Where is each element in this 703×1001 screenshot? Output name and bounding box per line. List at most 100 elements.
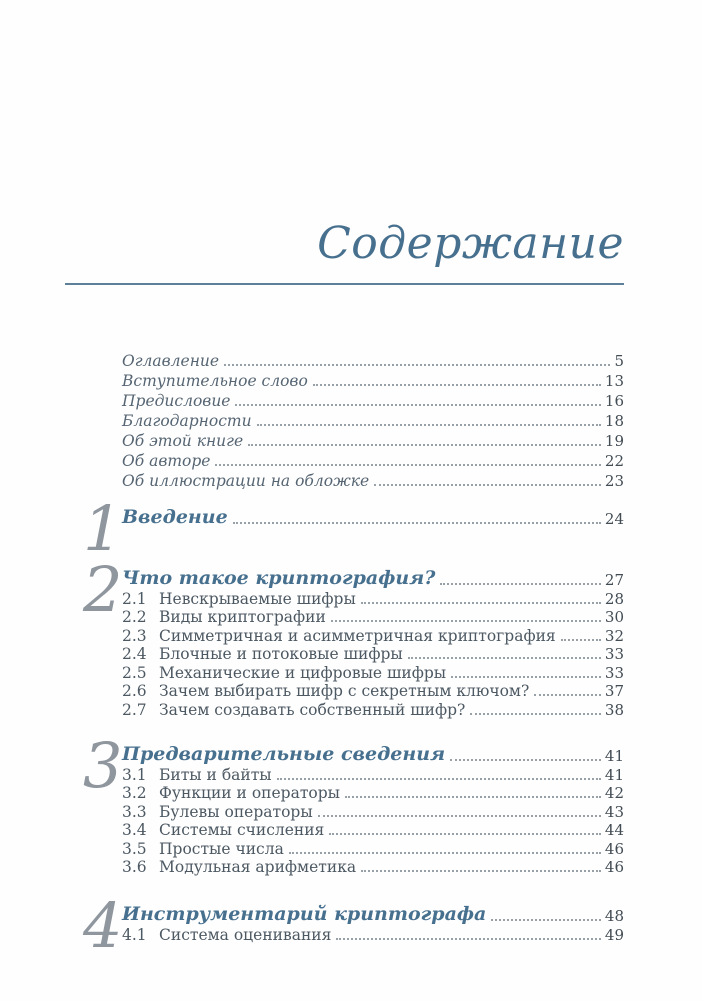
toc-entry-label: Вступительное слово: [122, 372, 308, 390]
dot-leader: [361, 870, 601, 872]
page-number: 37: [604, 682, 624, 700]
dot-leader: [317, 814, 601, 817]
chapter-title: Инструментарий криптографа: [122, 903, 487, 925]
toc-entry: Об этой книге 19: [122, 430, 624, 450]
dot-leader: [560, 638, 601, 641]
page-number: 41: [604, 747, 624, 765]
chapter-entry: 1 Введение 24: [65, 498, 624, 560]
dot-leader: [440, 583, 601, 585]
page-number: 22: [604, 452, 624, 470]
dot-leader: [224, 364, 611, 366]
title-rule: [65, 283, 624, 285]
section-row: 2.5 Механические и цифровые шифры 33: [122, 663, 624, 682]
page-number: 16: [604, 392, 624, 410]
dot-leader: [232, 522, 601, 524]
section-row: 2.3 Симметричная и асимметричная криптог…: [122, 626, 624, 645]
chapter-title: Что такое криптография?: [122, 567, 436, 589]
section-row: 3.1 Биты и байты 41: [122, 765, 624, 784]
section-label: Система оценивания: [159, 925, 332, 944]
section-number: 2.7: [122, 700, 147, 719]
dot-leader: [360, 601, 601, 604]
toc-entry: Об иллюстрации на обложке 23: [122, 470, 624, 490]
toc-entry: Оглавление 5: [122, 350, 624, 370]
dot-leader: [276, 777, 601, 780]
chapter-number: 2: [83, 553, 123, 626]
dot-leader: [374, 484, 601, 486]
toc-entry: Предисловие 16: [122, 390, 624, 410]
section-label: Блочные и потоковые шифры: [159, 645, 403, 663]
section-label: Невскрываемые шифры: [159, 589, 356, 608]
page-number: 5: [614, 352, 624, 370]
page-number: 44: [604, 821, 624, 839]
section-number: 4.1: [122, 925, 147, 944]
section-row: 3.3 Булевы операторы 43: [122, 802, 624, 821]
page-number: 33: [604, 663, 624, 682]
section-number: 2.3: [122, 626, 147, 645]
toc-entry-label: Об иллюстрации на обложке: [122, 472, 370, 490]
section-row: 3.4 Системы счисления 44: [122, 821, 624, 839]
page-number: 13: [604, 372, 624, 390]
chapter-entry: 4 Инструментарий криптографа 48 4.1 Сист…: [65, 895, 624, 957]
toc-entry-label: Об авторе: [122, 452, 211, 470]
toc-entry-label: Благодарности: [122, 412, 252, 430]
section-row: 3.2 Функции и операторы 42: [122, 784, 624, 802]
toc-entry: Вступительное слово 13: [122, 370, 624, 390]
section-row: 2.4 Блочные и потоковые шифры 33: [122, 645, 624, 663]
section-label: Биты и байты: [159, 765, 272, 784]
section-label: Простые числа: [159, 839, 284, 858]
page-number: 24: [604, 510, 624, 528]
section-number: 3.4: [122, 821, 147, 839]
section-row: 2.2 Виды криптографии 30: [122, 608, 624, 626]
section-label: Механические и цифровые шифры: [159, 663, 447, 682]
chapter-entry: 2 Что такое криптография? 27 2.1 Невскры…: [65, 553, 624, 719]
section-label: Функции и операторы: [159, 784, 340, 802]
section-label: Виды криптографии: [159, 608, 326, 626]
page-number: 46: [604, 839, 624, 858]
page-content: Содержание Оглавление 5 Вступительное сл…: [65, 0, 624, 1001]
section-label: Симметричная и асимметричная криптографи…: [159, 626, 556, 645]
dot-leader: [330, 620, 601, 622]
page-number: 41: [604, 765, 624, 784]
dot-leader: [215, 464, 601, 466]
page-number: 28: [604, 589, 624, 608]
page-title: Содержание: [317, 218, 624, 269]
chapter-title-row: Предварительные сведения 41: [122, 739, 624, 765]
section-number: 3.5: [122, 839, 147, 858]
section-number: 2.1: [122, 589, 147, 608]
section-number: 2.2: [122, 608, 147, 626]
page-number: 18: [604, 412, 624, 430]
section-row: 2.1 Невскрываемые шифры 28: [122, 589, 624, 608]
page-number: 42: [604, 784, 624, 802]
section-row: 3.5 Простые числа 46: [122, 839, 624, 858]
front-matter-list: Оглавление 5 Вступительное слово 13 Пред…: [122, 350, 624, 490]
page-number: 46: [604, 858, 624, 876]
dot-leader: [248, 444, 601, 446]
section-number: 2.6: [122, 682, 147, 700]
dot-leader: [256, 424, 601, 426]
page-number: 27: [604, 571, 624, 589]
chapter-title: Предварительные сведения: [122, 743, 446, 765]
section-row: 2.6 Зачем выбирать шифр с секретным ключ…: [122, 682, 624, 700]
toc-entry-label: Оглавление: [122, 352, 220, 370]
dot-leader: [235, 404, 601, 406]
section-number: 3.2: [122, 784, 147, 802]
page-number: 38: [604, 700, 624, 719]
chapter-title-row: Введение 24: [122, 502, 624, 528]
chapter-number: 1: [83, 492, 123, 565]
section-row: 2.7 Зачем создавать собственный шифр? 38: [122, 700, 624, 719]
section-number: 3.3: [122, 802, 147, 821]
section-label: Булевы операторы: [159, 802, 313, 821]
page-number: 48: [604, 907, 624, 925]
toc-entry: Благодарности 18: [122, 410, 624, 430]
dot-leader: [312, 384, 601, 386]
chapter-title: Введение: [122, 506, 228, 528]
page-number: 23: [604, 472, 624, 490]
toc-entry-label: Предисловие: [122, 392, 231, 410]
section-number: 3.6: [122, 858, 147, 876]
chapter-title-row: Что такое криптография? 27: [122, 563, 624, 589]
section-label: Зачем выбирать шифр с секретным ключом?: [159, 682, 530, 700]
dot-leader: [470, 712, 601, 715]
page-number: 33: [604, 645, 624, 663]
section-number: 3.1: [122, 765, 147, 784]
section-label: Системы счисления: [159, 821, 325, 839]
